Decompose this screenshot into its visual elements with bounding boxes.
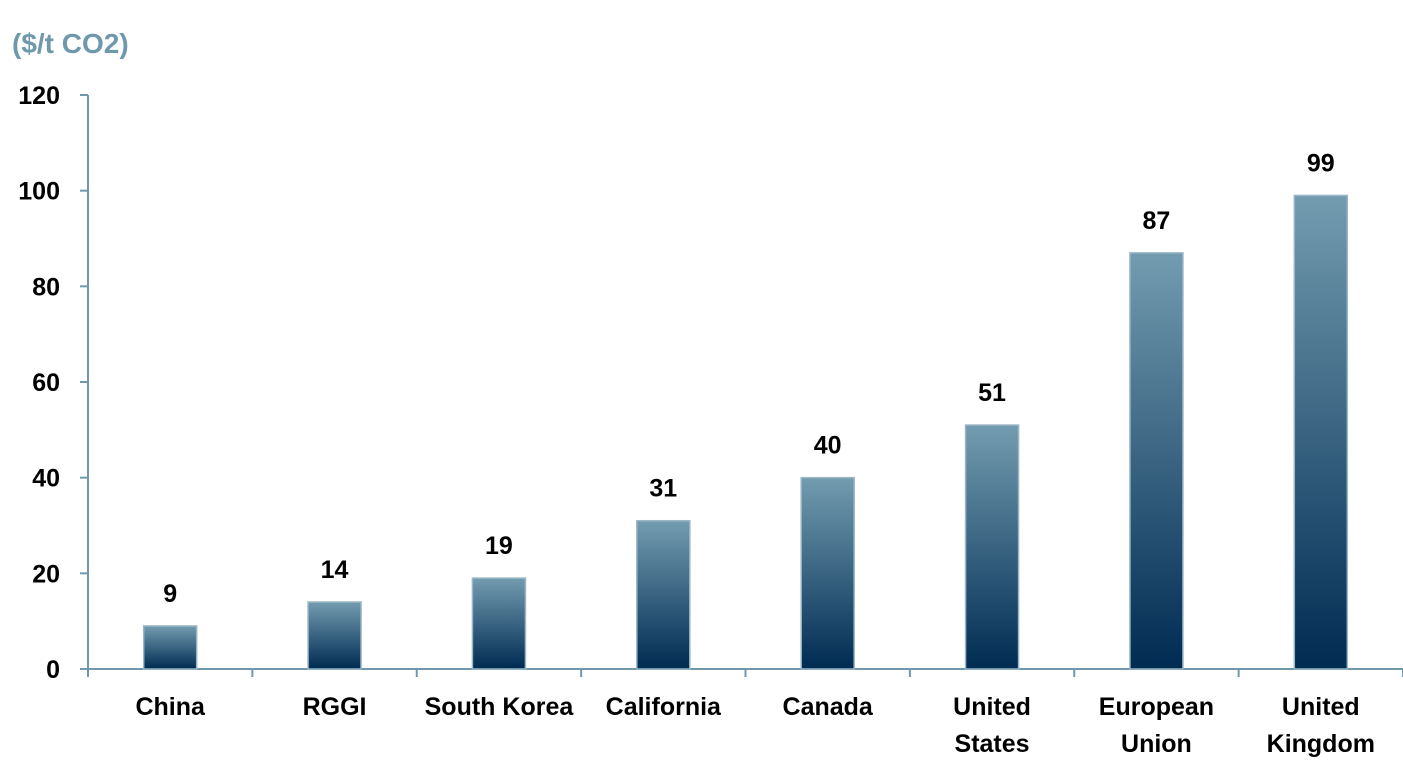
bar <box>307 601 362 670</box>
category-label: Union <box>1121 730 1192 758</box>
y-tick-label: 0 <box>46 656 60 684</box>
bar <box>636 519 691 670</box>
bar <box>142 625 198 670</box>
bar <box>964 424 1020 670</box>
y-tick-label: 80 <box>32 273 60 301</box>
data-label: 31 <box>649 475 677 503</box>
data-label: 19 <box>485 532 513 560</box>
bar <box>471 577 527 670</box>
y-axis-unit-label: ($/t CO2) <box>12 28 129 59</box>
y-tick-label: 100 <box>18 178 60 206</box>
category-label: European <box>1099 693 1214 721</box>
data-label: 99 <box>1307 149 1335 177</box>
category-label: United <box>1282 693 1360 721</box>
bar <box>1129 252 1184 670</box>
y-tick-label: 20 <box>32 560 60 588</box>
category-label: United <box>953 693 1031 721</box>
bar <box>1293 194 1349 670</box>
y-tick-label: 120 <box>18 82 60 110</box>
bar <box>800 476 855 670</box>
y-tick-label: 40 <box>32 465 60 493</box>
data-label: 40 <box>814 432 842 460</box>
category-label: RGGI <box>303 693 367 721</box>
data-label: 87 <box>1143 207 1171 235</box>
category-label: Kingdom <box>1267 730 1375 758</box>
category-label: States <box>955 730 1030 758</box>
category-label: South Korea <box>425 693 575 721</box>
category-label: China <box>135 693 206 721</box>
y-tick-label: 60 <box>32 369 60 397</box>
data-label: 9 <box>163 580 177 608</box>
category-label: Canada <box>783 693 874 721</box>
data-label: 14 <box>321 556 349 584</box>
data-label: 51 <box>978 379 1006 407</box>
category-label: California <box>606 693 722 721</box>
